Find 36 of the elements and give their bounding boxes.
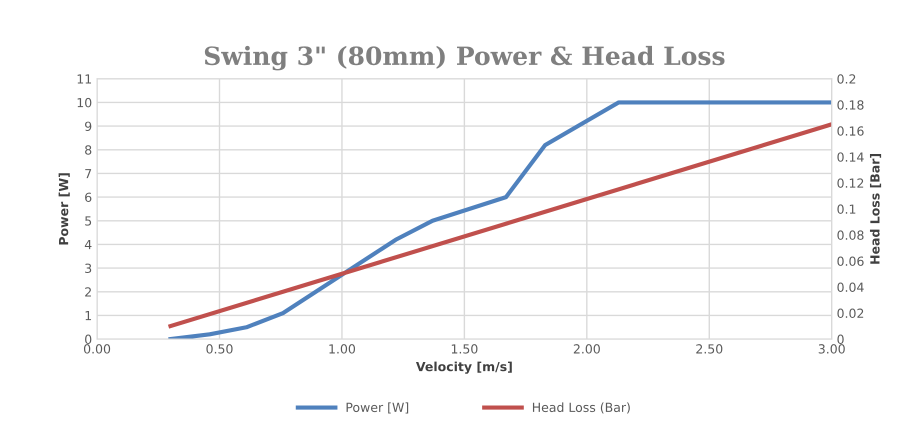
x-tick-label: 2.00: [574, 344, 600, 354]
y2-tick-label: 0.1: [837, 204, 856, 214]
legend-label: Power [W]: [346, 402, 408, 414]
y2-tick-label: 0.2: [837, 74, 856, 84]
y-tick-label: 2: [85, 287, 91, 297]
x-tick-label: 1.00: [329, 344, 356, 354]
y-tick-label: 7: [85, 169, 92, 178]
chart-title: Swing 3" (80mm) Power & Head Loss: [204, 46, 725, 70]
y2-axis-title: Head Loss [Bar]: [870, 154, 882, 264]
x-tick-label: 0.50: [206, 344, 233, 354]
y2-tick-label: 0.12: [837, 178, 864, 188]
y-tick-label: 4: [84, 240, 92, 250]
y2-tick-label: 0.08: [837, 230, 864, 240]
legend-label: Head Loss (Bar): [532, 402, 630, 414]
y2-tick-label: 0.04: [837, 282, 864, 292]
y-tick-label: 6: [85, 192, 92, 202]
y-tick-label: 3: [85, 264, 92, 274]
y-tick-label: 0: [85, 334, 92, 344]
y2-tick-label: 0.06: [837, 256, 864, 266]
y-tick-label: 11: [78, 74, 92, 84]
y-tick-label: 1: [86, 311, 92, 320]
x-axis-title: Velocity [m/s]: [416, 362, 512, 374]
y2-tick-label: 0.02: [837, 308, 864, 318]
x-tick-label: 0.00: [84, 344, 110, 354]
x-tick-label: 3.00: [818, 344, 845, 354]
y2-tick-label: 0.16: [837, 126, 864, 136]
y-tick-label: 5: [85, 216, 92, 226]
y2-tick-label: 0.18: [837, 100, 864, 110]
x-tick-label: 1.50: [452, 344, 478, 354]
y2-tick-label: 0: [837, 334, 844, 344]
y-tick-label: 9: [85, 122, 92, 132]
y-axis-title: Power [W]: [58, 173, 70, 245]
y-tick-label: 8: [85, 145, 92, 155]
y2-tick-label: 0.14: [837, 152, 864, 162]
x-tick-label: 2.50: [696, 344, 722, 354]
y-tick-label: 10: [78, 98, 92, 108]
